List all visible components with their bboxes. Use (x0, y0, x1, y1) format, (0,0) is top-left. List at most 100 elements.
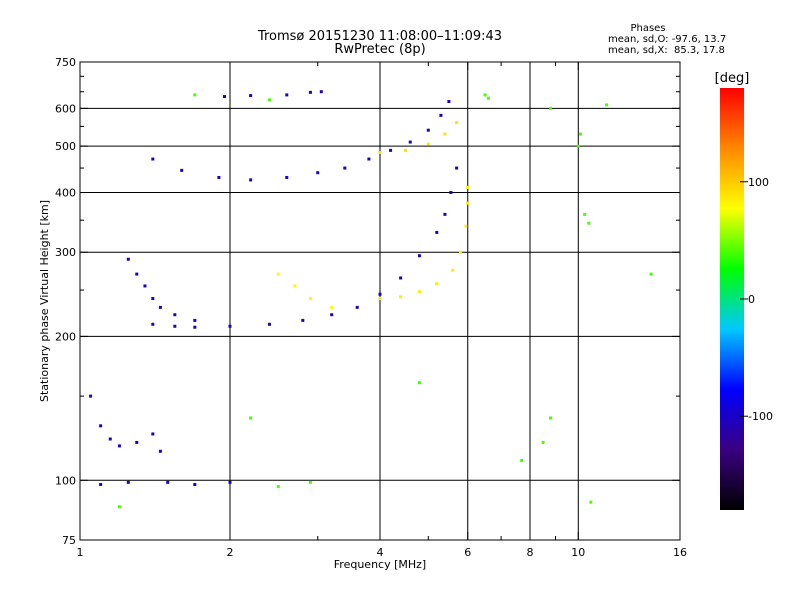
data-point (426, 128, 430, 132)
data-point (158, 449, 162, 453)
grid-layer (80, 62, 680, 540)
data-point (249, 416, 253, 420)
data-point (151, 297, 155, 301)
data-point (451, 268, 455, 272)
data-point (408, 140, 412, 144)
data-point (276, 485, 280, 489)
colorbar-tick-label: -100 (748, 410, 773, 423)
data-point (223, 95, 227, 99)
chart-title: Tromsø 20151230 11:08:00–11:09:43 (257, 29, 502, 44)
colorbar-tick-label: 0 (748, 293, 755, 306)
phases-o-stats: mean, sd,O: -97.6, 13.7 (608, 34, 726, 45)
y-tick-label: 100 (55, 474, 76, 487)
data-point (367, 157, 371, 161)
data-point (276, 272, 280, 276)
data-point (435, 230, 439, 234)
data-point (330, 313, 334, 317)
y-tick-label: 500 (55, 140, 76, 153)
data-point (417, 290, 421, 294)
data-point (308, 297, 312, 301)
data-point (541, 440, 545, 444)
data-point (403, 148, 407, 152)
phases-x-stats: mean, sd,X: 85.3, 17.8 (608, 45, 725, 56)
data-point (267, 322, 271, 326)
x-tick-label: 6 (464, 546, 471, 559)
data-point (249, 94, 253, 98)
data-point (193, 325, 197, 329)
data-point (143, 284, 147, 288)
data-point (249, 178, 253, 182)
data-point (285, 93, 289, 97)
data-point (399, 295, 403, 299)
data-point (455, 121, 459, 125)
ticks-layer: 1 2 4 6 8 10 16 75 100 200 300 400 500 600 750 (55, 56, 687, 559)
x-tick-label: 16 (673, 546, 687, 559)
data-point (126, 480, 130, 484)
data-point (285, 175, 289, 179)
colorbar-ticks: 100 0 -100 (740, 176, 773, 423)
data-point (520, 458, 524, 462)
data-point (583, 212, 587, 216)
phases-title: Phases (630, 23, 665, 34)
data-point (89, 394, 93, 398)
x-tick-label: 1 (77, 546, 84, 559)
data-point (217, 175, 221, 179)
data-point (293, 284, 297, 288)
y-tick-label: 200 (55, 330, 76, 343)
data-point (180, 168, 184, 172)
data-points-layer (89, 90, 653, 509)
data-point (578, 132, 582, 136)
data-point (458, 250, 462, 254)
data-point (576, 144, 580, 148)
data-point (649, 272, 653, 276)
data-point (99, 424, 103, 428)
y-tick-label: 750 (55, 56, 76, 69)
data-point (173, 313, 177, 317)
y-tick-label: 300 (55, 246, 76, 259)
data-point (417, 254, 421, 258)
data-point (455, 166, 459, 170)
y-tick-label: 75 (62, 534, 76, 547)
data-point (126, 257, 130, 261)
data-point (135, 272, 139, 276)
data-point (193, 318, 197, 322)
data-point (135, 440, 139, 444)
data-point (435, 282, 439, 286)
data-point (117, 505, 121, 509)
data-point (589, 500, 593, 504)
x-tick-label: 4 (377, 546, 384, 559)
data-point (378, 292, 382, 296)
data-point (319, 90, 323, 94)
data-point (399, 276, 403, 280)
data-point (267, 98, 271, 102)
x-axis-label: Frequency [MHz] (334, 558, 426, 571)
data-point (466, 201, 470, 205)
data-point (443, 132, 447, 136)
data-point (228, 480, 232, 484)
data-point (330, 305, 334, 309)
y-tick-label: 400 (55, 186, 76, 199)
data-point (378, 297, 382, 301)
data-point (193, 482, 197, 486)
data-point (549, 106, 553, 110)
data-point (193, 93, 197, 97)
data-point (308, 90, 312, 94)
chart-subtitle: RwPretec (8p) (334, 42, 425, 57)
data-point (378, 150, 382, 154)
data-point (173, 324, 177, 328)
x-tick-label: 8 (527, 546, 534, 559)
data-point (483, 93, 487, 97)
data-point (426, 142, 430, 146)
data-point (605, 103, 609, 107)
data-point (301, 318, 305, 322)
colorbar-label: [deg] (715, 71, 750, 86)
data-point (466, 185, 470, 189)
data-point (417, 381, 421, 385)
data-point (158, 305, 162, 309)
data-point (439, 113, 443, 117)
data-point (308, 480, 312, 484)
y-axis-label: Stationary phase Virtual Height [km] (38, 200, 51, 402)
data-point (549, 416, 553, 420)
data-point (151, 322, 155, 326)
